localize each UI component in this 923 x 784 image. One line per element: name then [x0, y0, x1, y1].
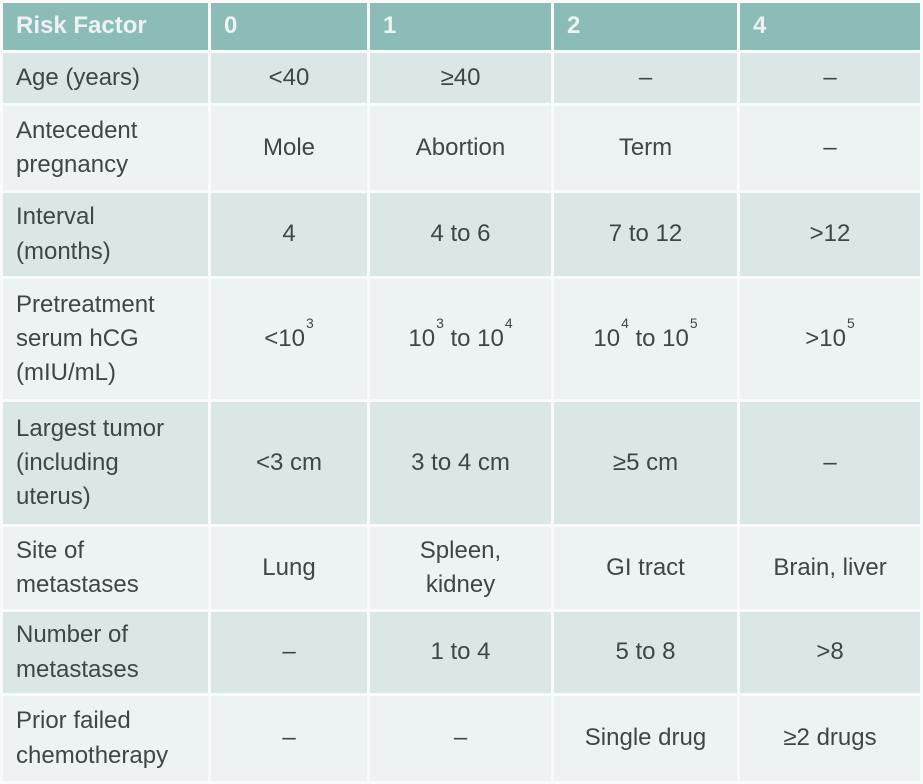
- cell: –: [554, 53, 737, 103]
- cell: 7 to 12: [554, 193, 737, 276]
- header-row: Risk Factor 0 1 2 4: [3, 3, 920, 50]
- cell: >105: [740, 279, 920, 399]
- cell: 3 to 4 cm: [370, 402, 551, 524]
- cell: –: [211, 612, 367, 693]
- row-label: Prior failed chemotherapy: [3, 696, 208, 781]
- cell: Lung: [211, 527, 367, 609]
- cell: 5 to 8: [554, 612, 737, 693]
- column-header-score-4: 4: [740, 3, 920, 50]
- cell: –: [740, 53, 920, 103]
- cell: 4: [211, 193, 367, 276]
- cell: Single drug: [554, 696, 737, 781]
- row-label: Pretreatment serum hCG (mIU/mL): [3, 279, 208, 399]
- cell: ≥40: [370, 53, 551, 103]
- cell: 4 to 6: [370, 193, 551, 276]
- cell: Mole: [211, 106, 367, 190]
- column-header-score-0: 0: [211, 3, 367, 50]
- row-label: Number of metastases: [3, 612, 208, 693]
- table-row-antecedent-pregnancy: Antecedent pregnancy Mole Abortion Term …: [3, 106, 920, 190]
- cell: 104 to 105: [554, 279, 737, 399]
- column-header-score-1: 1: [370, 3, 551, 50]
- cell: Abortion: [370, 106, 551, 190]
- cell: >12: [740, 193, 920, 276]
- cell: Term: [554, 106, 737, 190]
- cell: –: [211, 696, 367, 781]
- row-label: Antecedent pregnancy: [3, 106, 208, 190]
- column-header-risk-factor: Risk Factor: [3, 3, 208, 50]
- cell: <103: [211, 279, 367, 399]
- cell: 103 to 104: [370, 279, 551, 399]
- row-label: Interval (months): [3, 193, 208, 276]
- cell: –: [740, 402, 920, 524]
- cell: <3 cm: [211, 402, 367, 524]
- cell: <40: [211, 53, 367, 103]
- cell: –: [740, 106, 920, 190]
- cell: –: [370, 696, 551, 781]
- cell: ≥5 cm: [554, 402, 737, 524]
- cell: Brain, liver: [740, 527, 920, 609]
- cell: GI tract: [554, 527, 737, 609]
- row-label: Age (years): [3, 53, 208, 103]
- table-row-largest-tumor: Largest tumor (including uterus) <3 cm 3…: [3, 402, 920, 524]
- table-row-pretreatment-hcg: Pretreatment serum hCG (mIU/mL) <103 103…: [3, 279, 920, 399]
- table-row-number-of-metastases: Number of metastases – 1 to 4 5 to 8 >8: [3, 612, 920, 693]
- cell: ≥2 drugs: [740, 696, 920, 781]
- column-header-score-2: 2: [554, 3, 737, 50]
- cell: 1 to 4: [370, 612, 551, 693]
- table-row-prior-failed-chemotherapy: Prior failed chemotherapy – – Single dru…: [3, 696, 920, 781]
- row-label: Largest tumor (including uterus): [3, 402, 208, 524]
- table-row-site-of-metastases: Site of metastases Lung Spleen, kidney G…: [3, 527, 920, 609]
- row-label: Site of metastases: [3, 527, 208, 609]
- table-row-interval: Interval (months) 4 4 to 6 7 to 12 >12: [3, 193, 920, 276]
- table-row-age: Age (years) <40 ≥40 – –: [3, 53, 920, 103]
- cell: >8: [740, 612, 920, 693]
- cell: Spleen, kidney: [370, 527, 551, 609]
